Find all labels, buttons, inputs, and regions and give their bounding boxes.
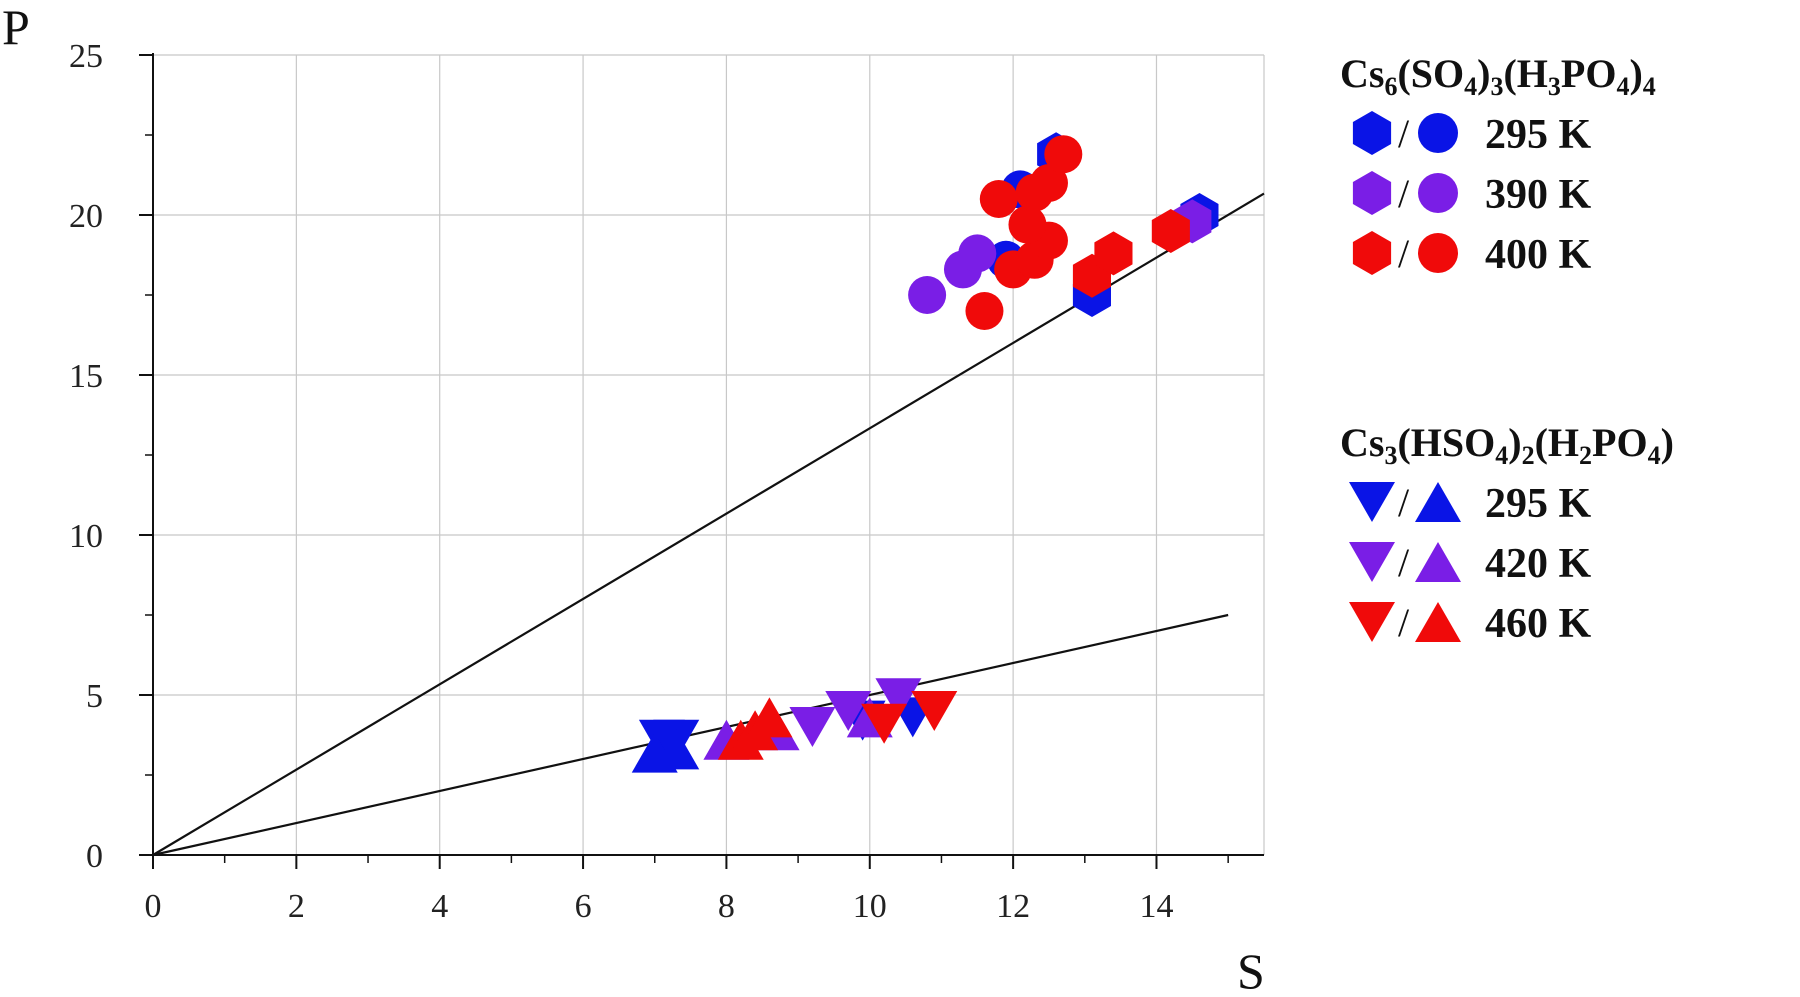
legend: Cs6(SO4)3(H3PO4)4 / 295 K / 390 K / 400 K Cs3(H… bbox=[1340, 51, 1674, 647]
legend-group-title: Cs6(SO4)3(H3PO4)4 bbox=[1340, 51, 1656, 101]
legend-entry-label: 295 K bbox=[1485, 481, 1592, 527]
legend-group-title: Cs3(HSO4)2(H2PO4) bbox=[1340, 420, 1674, 470]
axes: 0 2 4 6 8 10 12 14 0 5 10 15 20 25 bbox=[69, 38, 1264, 925]
triangle-up-marker bbox=[1415, 542, 1461, 582]
x-tick-label: 12 bbox=[996, 888, 1030, 925]
hexagon-marker bbox=[1352, 171, 1392, 215]
circle-marker bbox=[1008, 205, 1047, 244]
triangle-down-marker bbox=[861, 703, 908, 744]
x-tick-label: 0 bbox=[145, 888, 162, 925]
circle-marker bbox=[958, 234, 997, 273]
triangle-up-marker bbox=[653, 729, 700, 770]
x-tick-label: 4 bbox=[431, 888, 448, 925]
triangle-down-marker bbox=[1349, 602, 1395, 642]
triangle-up-marker bbox=[746, 697, 793, 738]
circle-marker bbox=[979, 180, 1018, 218]
triangle-up-marker bbox=[1415, 602, 1461, 642]
hexagon-marker bbox=[1352, 231, 1392, 275]
triangle-down-marker bbox=[789, 707, 836, 747]
circle-marker bbox=[1418, 233, 1458, 273]
circle-marker bbox=[1418, 173, 1458, 213]
y-axis-title: P bbox=[2, 0, 30, 55]
triangle-down-marker bbox=[825, 691, 872, 731]
hexagon-marker bbox=[1151, 209, 1190, 253]
circle-marker bbox=[1044, 135, 1083, 174]
y-tick-label: 15 bbox=[69, 358, 103, 395]
legend-entry-label: 295 K bbox=[1485, 112, 1592, 158]
legend-entry-label: 390 K bbox=[1485, 172, 1592, 218]
y-tick-label: 20 bbox=[69, 198, 103, 235]
x-tick-label: 14 bbox=[1139, 888, 1173, 925]
legend-separator: / bbox=[1398, 480, 1410, 525]
triangle-up-marker bbox=[1415, 482, 1461, 522]
legend-separator: / bbox=[1398, 231, 1410, 276]
x-tick-label: 6 bbox=[575, 888, 592, 925]
hexagon-marker bbox=[1094, 231, 1133, 276]
triangle-down-marker bbox=[1349, 542, 1395, 582]
x-tick-label: 8 bbox=[718, 888, 735, 925]
triangle-down-marker bbox=[911, 691, 958, 731]
legend-separator: / bbox=[1398, 111, 1410, 156]
circle-marker bbox=[1418, 113, 1458, 153]
y-tick-label: 25 bbox=[69, 38, 103, 75]
circle-marker bbox=[1029, 164, 1068, 202]
grid bbox=[153, 54, 1265, 855]
legend-separator: / bbox=[1398, 600, 1410, 645]
y-tick-label: 0 bbox=[86, 838, 103, 875]
y-tick-label: 10 bbox=[69, 518, 103, 555]
legend-separator: / bbox=[1398, 540, 1410, 585]
legend-separator: / bbox=[1398, 171, 1410, 216]
triangle-down-marker bbox=[875, 678, 922, 719]
circle-marker bbox=[965, 292, 1004, 330]
x-axis-title: S bbox=[1237, 943, 1265, 992]
y-tick-label: 5 bbox=[86, 678, 103, 715]
fit-line bbox=[152, 613, 1229, 857]
legend-entry-label: 400 K bbox=[1485, 232, 1592, 278]
data-points bbox=[631, 132, 1219, 773]
hexagon-marker bbox=[1352, 111, 1392, 155]
x-tick-label: 10 bbox=[853, 888, 887, 925]
legend-entry-label: 420 K bbox=[1485, 541, 1592, 587]
triangle-down-marker bbox=[1349, 482, 1395, 522]
x-tick-label: 2 bbox=[288, 888, 305, 925]
legend-entry-label: 460 K bbox=[1485, 601, 1592, 647]
circle-marker bbox=[908, 276, 947, 314]
